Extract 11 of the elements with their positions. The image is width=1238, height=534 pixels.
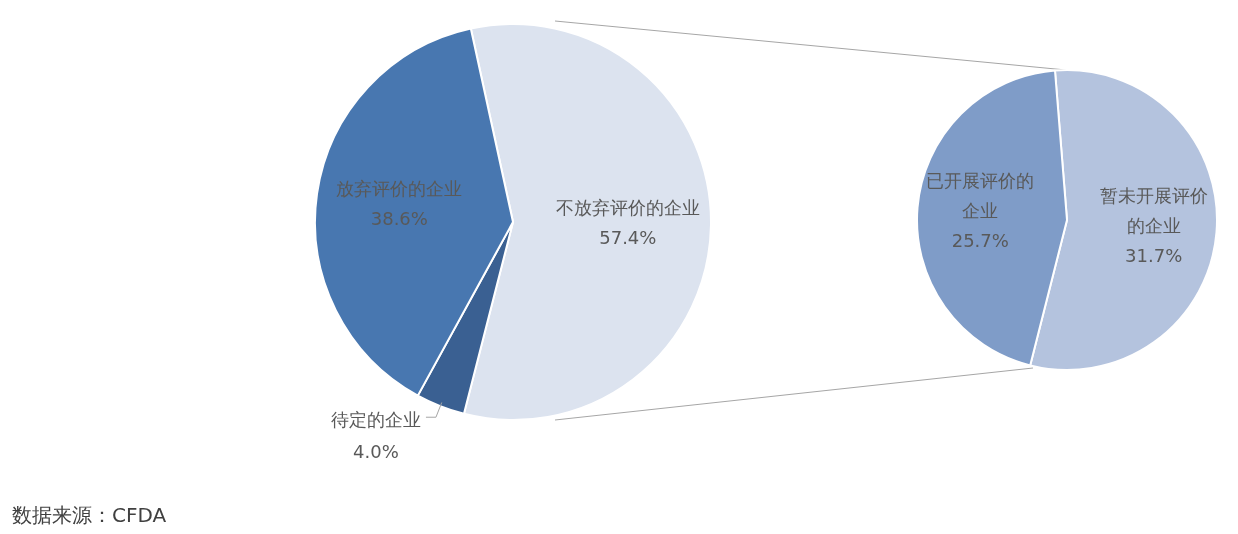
- slice-label: 放弃评价的企业: [336, 178, 463, 200]
- slice-label: 暂未开展评价的企业: [1099, 184, 1208, 236]
- source-note: 数据来源：CFDA: [12, 502, 167, 529]
- slice-label: 不放弃评价的企业: [555, 196, 700, 218]
- data-label: 38.6%: [370, 208, 428, 230]
- data-label: 25.7%: [951, 230, 1009, 252]
- slice-label: 已开展评价的企业: [926, 170, 1035, 222]
- data-label: 31.7%: [1125, 244, 1183, 266]
- data-label: 4.0%: [353, 440, 399, 462]
- slice-label: 待定的企业: [330, 408, 421, 430]
- data-label: 57.4%: [599, 226, 657, 248]
